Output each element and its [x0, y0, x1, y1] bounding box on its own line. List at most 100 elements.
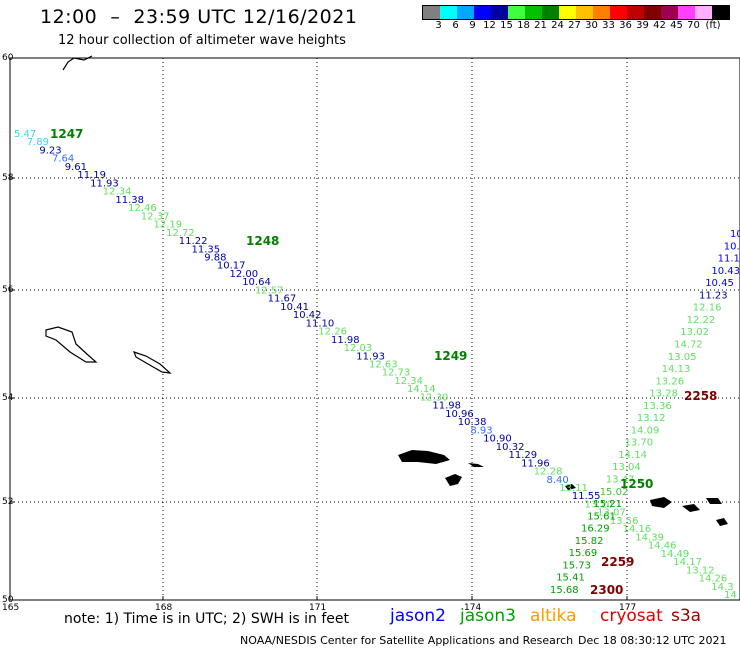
legend-swatch [661, 6, 678, 19]
swh-value: 11.98 [432, 401, 461, 412]
legend-label: 42 [653, 20, 666, 31]
swh-value: 14.3 [711, 582, 733, 593]
swh-value: 11.38 [115, 195, 144, 206]
footer-note: note: 1) Time is in UTC; 2) SWH is in fe… [64, 611, 350, 627]
swh-value: 12.03 [344, 343, 373, 354]
legend-swatch [542, 6, 559, 19]
map-frame [9, 57, 740, 601]
swh-value: 11.35 [192, 244, 221, 255]
swh-value: 12.22 [687, 315, 716, 326]
page-title: 12:00 – 23:59 UTC 12/16/2021 [40, 6, 358, 28]
swh-value: 12.37 [141, 211, 170, 222]
swh-value: 9.23 [39, 146, 61, 157]
legend-label: 27 [568, 20, 581, 31]
longitude-label: 177 [619, 603, 636, 613]
swh-value: 16.29 [581, 524, 610, 535]
legend-swatch [712, 6, 729, 19]
swh-value: 13.12 [686, 565, 715, 576]
swh-value: 11.67 [268, 294, 297, 305]
legend-label: 39 [636, 20, 649, 31]
legend-label: 30 [585, 20, 598, 31]
legend-label: 70 [687, 20, 700, 31]
land-masses [45, 55, 728, 526]
swh-value: 13.07 [597, 508, 626, 519]
latitude-label: 52 [2, 497, 13, 507]
swh-value: 7.64 [52, 154, 74, 165]
swh-value: 10.41 [280, 302, 309, 313]
island-shape [62, 55, 93, 71]
legend-swatch [474, 6, 491, 19]
legend-swatch [695, 6, 712, 19]
latitude-label: 50 [2, 595, 14, 605]
swh-value: 12.28 [534, 467, 563, 478]
legend-swatch [610, 6, 627, 19]
page-subtitle: 12 hour collection of altimeter wave hei… [58, 33, 346, 48]
satellite-jason2: jason2 [390, 606, 446, 626]
swh-value: 10.45 [705, 278, 734, 289]
swh-value: 14.14 [407, 384, 436, 395]
legend-label: 3 [435, 20, 442, 31]
island-shape [650, 497, 672, 508]
swh-value: 12.00 [230, 269, 259, 280]
swh-value: 10.43 [711, 266, 740, 277]
swh-value: 10.17 [217, 261, 246, 272]
pass-time-label: 1247 [50, 127, 83, 141]
legend-label: 33 [602, 20, 615, 31]
swh-value: 11.23 [699, 290, 728, 301]
swh-value: 8.40 [547, 475, 569, 486]
swh-value: 14.13 [662, 364, 691, 375]
legend-swatch [440, 6, 457, 19]
swh-value: 13.04 [612, 462, 641, 473]
pass-time-labels: 1247 1248 1249 1250 2258 2259 2300 [50, 127, 717, 597]
legend-label: 45 [670, 20, 683, 31]
island-shape [45, 326, 98, 363]
pass-time-label: 1248 [246, 234, 279, 248]
longitude-label: 174 [464, 603, 481, 613]
legend-swatch [525, 6, 542, 19]
swh-value: 12.73 [382, 368, 411, 379]
pass-time-label: 1249 [434, 349, 467, 363]
satellite-altika: altika [530, 606, 577, 626]
island-shape [445, 474, 462, 486]
legend-label: 9 [469, 20, 476, 31]
swh-value: 13.70 [625, 438, 654, 449]
swh-value: 11.1 [718, 254, 740, 265]
legend-swatch [678, 6, 695, 19]
latitude-label: 60 [2, 53, 14, 63]
longitude-label: 171 [309, 603, 326, 613]
satellite-s3a: s3a [671, 606, 702, 626]
longitude-label: 168 [155, 603, 172, 613]
pass-time-label: 2300 [590, 583, 623, 597]
legend-label: 15 [500, 20, 513, 31]
swh-value: 15.69 [569, 548, 598, 559]
swh-value: 12.57 [255, 285, 284, 296]
island-shape [565, 484, 576, 490]
swh-value: 14.49 [661, 549, 690, 560]
swh-value: 11.22 [179, 236, 208, 247]
swh-value: 14.17 [673, 557, 702, 568]
longitude-label: 165 [2, 603, 19, 613]
swh-value: 13.28 [649, 389, 678, 400]
legend-swatch [644, 6, 661, 19]
island-shape [716, 518, 728, 526]
legend-swatches [422, 5, 730, 20]
swh-value: 9.61 [65, 162, 87, 173]
swh-value: 10. [724, 241, 740, 252]
swh-value: 12.63 [369, 360, 398, 371]
swh-value: 14.39 [635, 532, 664, 543]
legend-label: 24 [551, 20, 564, 31]
generation-timestamp: Dec 18 08:30:12 UTC 2021 [578, 634, 727, 647]
legend-label: 36 [619, 20, 632, 31]
track-ascending-west: 5.477.899.237.649.6111.1911.9312.3411.38… [14, 129, 737, 601]
legend-label: 12 [483, 20, 496, 31]
swh-value: 7.89 [27, 137, 49, 148]
latitude-label: 56 [2, 285, 14, 295]
legend-swatch [559, 6, 576, 19]
legend-swatch [508, 6, 525, 19]
swh-value: 13.47 [606, 475, 635, 486]
swh-value: 8.93 [470, 425, 492, 436]
swh-value: 15.21 [593, 499, 622, 510]
